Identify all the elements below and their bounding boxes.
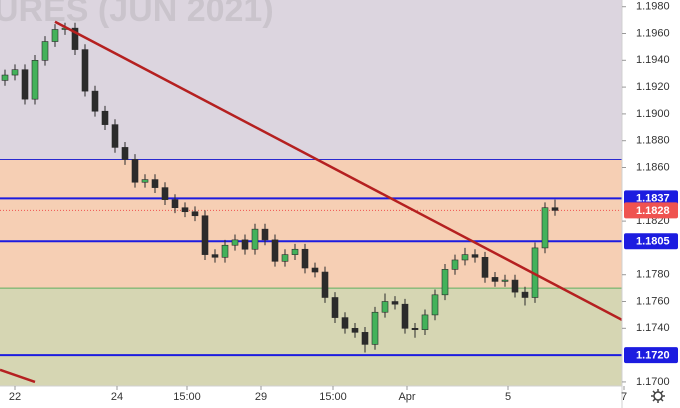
zone xyxy=(0,288,622,386)
axes: 1.1980 1.1960 1.1940 1.1920 1.1900 1.1880 1.18… xyxy=(9,1,678,403)
price-badge xyxy=(624,190,678,207)
price-badge xyxy=(624,202,678,219)
y-tick-label: 1.1980 xyxy=(636,1,670,13)
x-tick-label: 22 xyxy=(9,391,21,403)
candle-body xyxy=(11,69,19,76)
trendline xyxy=(54,20,622,321)
y-tick-label: 1.1700 xyxy=(636,376,670,388)
candle-body xyxy=(541,207,549,249)
candle-body xyxy=(521,291,529,298)
price-badge-label: 1.1828 xyxy=(636,205,670,217)
candle-body xyxy=(181,207,189,213)
candle-body xyxy=(231,239,239,246)
candle-body xyxy=(311,267,319,273)
candle-body xyxy=(421,314,429,330)
candle-body xyxy=(81,49,89,92)
candle-body xyxy=(501,279,509,282)
candle-body xyxy=(351,328,359,333)
candle-body xyxy=(101,110,109,125)
price-badge-label: 1.1837 xyxy=(636,193,670,205)
zone xyxy=(0,0,622,160)
candle-body xyxy=(301,248,309,269)
price-badge xyxy=(624,347,678,364)
candle-body xyxy=(371,311,379,345)
y-tick-label: 1.1880 xyxy=(636,135,670,147)
zones xyxy=(0,0,622,386)
x-tick-label: 5 xyxy=(505,391,511,403)
candle-body xyxy=(111,124,119,148)
candle-body xyxy=(551,207,559,211)
price-badge-label: 1.1720 xyxy=(636,350,670,362)
candle-body xyxy=(241,239,249,250)
x-tick-label: 7 xyxy=(621,391,627,403)
candle-body xyxy=(451,259,459,270)
zone xyxy=(0,159,622,289)
candle-body xyxy=(261,228,269,241)
trendline xyxy=(0,368,36,384)
candle-body xyxy=(291,248,299,255)
x-tick-label: 15:00 xyxy=(319,391,347,403)
candles xyxy=(1,22,559,353)
candle-body xyxy=(321,271,329,298)
candle-body xyxy=(71,27,79,50)
candle-body xyxy=(191,211,199,217)
trendlines xyxy=(0,20,622,384)
candle-body xyxy=(281,254,289,262)
price-badge xyxy=(624,233,678,250)
y-tick-label: 1.1960 xyxy=(636,27,670,39)
y-tick-label: 1.1900 xyxy=(636,108,670,120)
price-badge-label: 1.1805 xyxy=(636,236,670,248)
candle-body xyxy=(151,179,159,188)
candle-body xyxy=(1,74,9,81)
y-tick-label: 1.1920 xyxy=(636,81,670,93)
x-tick-label: Apr xyxy=(398,391,415,403)
candle-body xyxy=(391,301,399,305)
candle-body xyxy=(471,254,479,258)
candle-body xyxy=(491,277,499,282)
x-tick-label: 15:00 xyxy=(173,391,201,403)
candle-body xyxy=(51,29,59,42)
candle-body xyxy=(171,199,179,209)
candle-body xyxy=(131,159,139,183)
candle-body xyxy=(441,269,449,296)
candle-body xyxy=(141,179,149,183)
candle-body xyxy=(381,301,389,313)
candle-body xyxy=(481,256,489,278)
candle-body xyxy=(31,60,39,100)
y-tick-label: 1.1860 xyxy=(636,161,670,173)
candle-body xyxy=(21,69,29,100)
y-tick-label: 1.1760 xyxy=(636,295,670,307)
y-tick-label: 1.1740 xyxy=(636,322,670,334)
candle-body xyxy=(401,303,409,329)
candle-body xyxy=(411,328,419,330)
candle-body xyxy=(91,90,99,112)
candle-body xyxy=(511,279,519,293)
candle-body xyxy=(361,332,369,345)
candle-body xyxy=(221,244,229,258)
watermark: URES (JUN 2021) xyxy=(0,0,274,29)
candle-body xyxy=(211,254,219,258)
candle-body xyxy=(331,297,339,318)
candle-body xyxy=(461,254,469,261)
candle-body xyxy=(341,317,349,329)
candle-body xyxy=(201,215,209,255)
x-tick-label: 29 xyxy=(255,391,267,403)
candle-body xyxy=(251,228,259,250)
y-tick-label: 1.1940 xyxy=(636,54,670,66)
y-tick-label: 1.1780 xyxy=(636,269,670,281)
plot-area: URES (JUN 2021) xyxy=(0,0,622,386)
x-tick-label: 24 xyxy=(111,391,123,403)
candle-body xyxy=(271,239,279,262)
candle-body xyxy=(41,41,49,61)
candle-body xyxy=(161,187,169,200)
settings-icon[interactable] xyxy=(651,389,665,403)
levels xyxy=(0,158,622,357)
candle-body xyxy=(121,147,129,160)
candle-body xyxy=(431,294,439,316)
